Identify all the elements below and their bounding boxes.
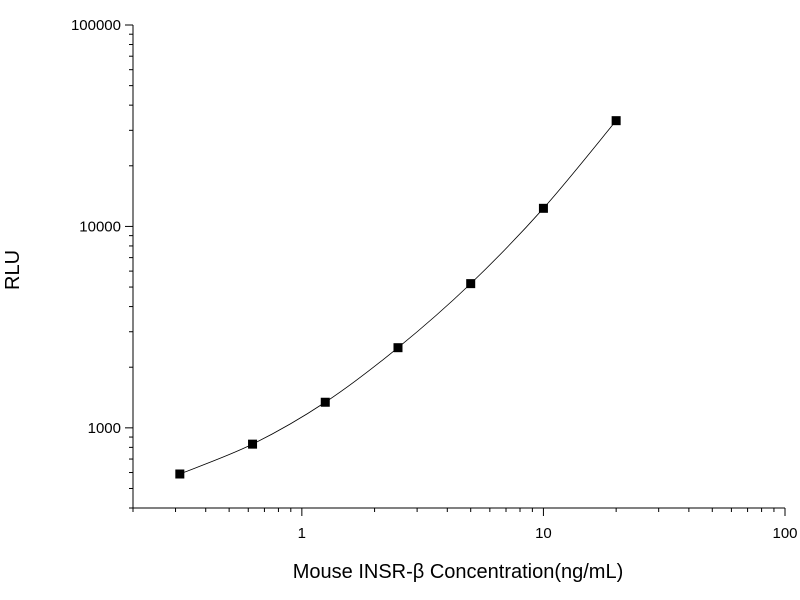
x-tick-label: 1: [298, 525, 306, 542]
y-axis-title: RLU: [2, 250, 24, 290]
y-tick-label: 10000: [79, 218, 121, 235]
data-point-marker: [611, 116, 621, 126]
x-tick-label: 10: [535, 525, 552, 542]
data-point-marker: [175, 469, 185, 479]
y-tick-label: 100000: [71, 17, 121, 34]
x-axis-title: Mouse INSR-β Concentration(ng/mL): [293, 561, 624, 583]
ticks: [125, 24, 786, 516]
series: [175, 116, 621, 479]
data-point-marker: [393, 343, 403, 353]
axes: [132, 25, 785, 509]
data-point-marker: [466, 279, 476, 289]
series-line: [179, 120, 617, 475]
y-tick-label: 1000: [88, 420, 121, 437]
data-point-marker: [248, 439, 258, 449]
x-tick-label: 100: [772, 525, 797, 542]
data-point-marker: [320, 397, 330, 407]
tick-labels: 1 10 100 1000 10000 100000: [71, 17, 798, 542]
data-point-marker: [538, 203, 548, 213]
